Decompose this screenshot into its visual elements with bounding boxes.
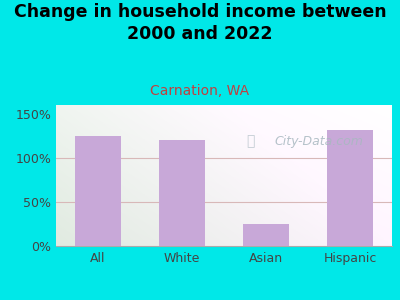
Bar [243, 224, 289, 246]
Text: City-Data.com: City-Data.com [274, 135, 363, 148]
Text: Change in household income between
2000 and 2022: Change in household income between 2000 … [14, 3, 386, 43]
Bar [327, 130, 373, 246]
Text: 🔍: 🔍 [247, 135, 255, 149]
Bar [159, 140, 205, 246]
Bar [75, 136, 121, 246]
Text: Carnation, WA: Carnation, WA [150, 84, 250, 98]
